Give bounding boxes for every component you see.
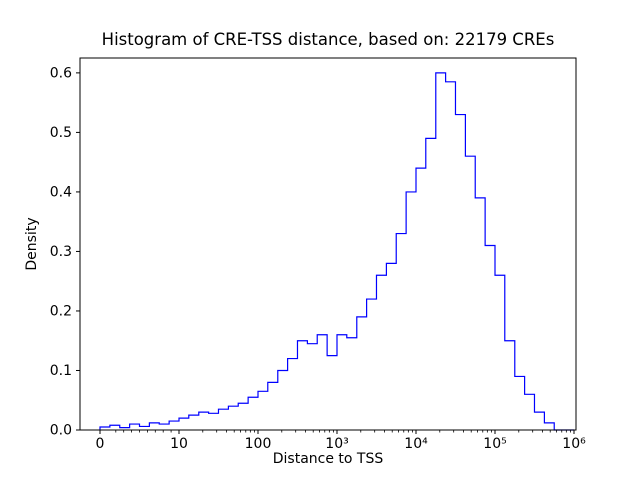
x-tick-label: 10: [170, 436, 188, 452]
x-tick-label: 10⁵: [483, 436, 506, 452]
x-tick-label: 10⁴: [404, 436, 428, 452]
x-tick-label: 10⁶: [562, 436, 586, 452]
x-tick-label: 100: [245, 436, 272, 452]
histogram-step-line: [99, 72, 574, 431]
y-tick-label: 0.6: [50, 65, 72, 81]
x-tick-label: 10³: [325, 436, 348, 452]
x-axis-tick-labels: 0 10 100 10³ 10⁴ 10⁵ 10⁶: [96, 436, 587, 452]
y-axis-major-ticks: [76, 72, 80, 431]
y-axis-label: Density: [24, 217, 40, 270]
y-tick-label: 0.3: [50, 244, 72, 260]
x-axis-label: Distance to TSS: [273, 451, 384, 467]
chart-title: Histogram of CRE-TSS distance, based on:…: [102, 30, 555, 49]
y-tick-label: 0.4: [50, 184, 72, 200]
x-axis-major-ticks: [99, 430, 575, 434]
y-tick-label: 0.0: [50, 423, 72, 439]
y-tick-label: 0.5: [50, 125, 72, 141]
plot-border: [79, 57, 577, 431]
x-tick-label: 0: [96, 436, 105, 452]
y-tick-label: 0.1: [50, 363, 72, 379]
x-axis-minor-ticks: [115, 430, 571, 433]
y-axis-tick-labels: 0.0 0.1 0.2 0.3 0.4 0.5 0.6: [50, 65, 72, 438]
y-tick-label: 0.2: [50, 303, 72, 319]
